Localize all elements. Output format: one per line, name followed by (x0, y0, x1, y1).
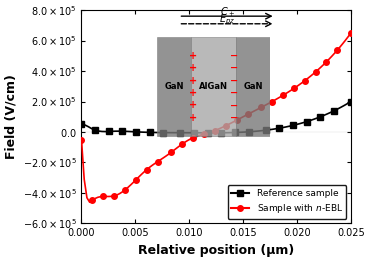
Text: $E_{pz}$: $E_{pz}$ (219, 13, 235, 27)
X-axis label: Relative position (μm): Relative position (μm) (138, 244, 294, 257)
Text: $C_+$: $C_+$ (220, 5, 234, 19)
Legend: Reference sample, Sample with $n$-EBL: Reference sample, Sample with $n$-EBL (228, 185, 346, 219)
Y-axis label: Field (V/cm): Field (V/cm) (4, 74, 17, 159)
